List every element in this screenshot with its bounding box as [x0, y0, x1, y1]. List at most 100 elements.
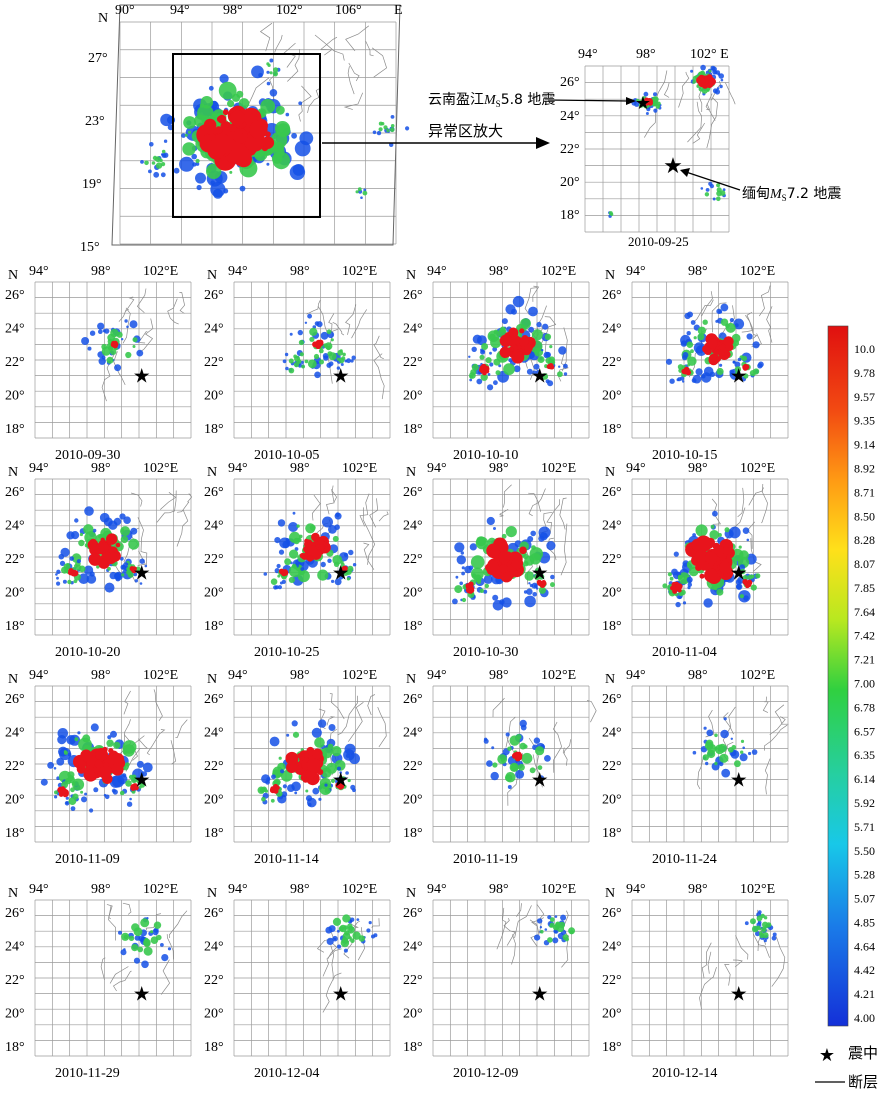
anomaly-pixel-low: [758, 361, 764, 368]
panel-lon-label: 102°E: [740, 461, 775, 476]
anomaly-pixel-low: [456, 555, 466, 565]
anomaly-pixel-low: [671, 568, 678, 576]
epicenter-star-icon: ★: [332, 984, 350, 1006]
anomaly-pixel-mid: [314, 737, 325, 748]
zoom-date-label: 2010-09-25: [628, 234, 689, 249]
anomaly-pixel-low: [483, 589, 488, 594]
map-panel: ★ N 94° 98° 102°E 26° 24° 22° 20° 18° 2010-10-10: [403, 264, 590, 463]
panel-lat-label: 22°: [204, 759, 224, 774]
anomaly-pixel-high: [519, 336, 529, 347]
fault-line: [552, 721, 562, 773]
anomaly-pixel-low: [736, 584, 742, 590]
anomaly-pixel-mid: [518, 763, 525, 771]
fault-line: [106, 904, 113, 920]
anomaly-pixel-low: [746, 538, 750, 542]
fault-line: [707, 951, 712, 974]
anomaly-pixel-mid: [326, 762, 338, 774]
anomaly-pixel-low: [141, 960, 149, 969]
panel-lat-label: 26°: [204, 288, 224, 303]
panel-lat-label: 26°: [602, 906, 622, 921]
panel-lat-label: 22°: [403, 759, 423, 774]
colorbar-tick-label: 5.50: [854, 844, 875, 858]
anomaly-pixel-low: [493, 527, 496, 530]
anomaly-pixel-low: [161, 954, 169, 962]
anomaly-pixel-low: [269, 736, 280, 747]
anomaly-pixel-low: [734, 323, 739, 328]
anomaly-pixel-low: [110, 730, 117, 738]
panel-lat-label: 18°: [403, 422, 423, 437]
anomaly-pixel-low: [719, 363, 723, 367]
anomaly-pixel-low: [489, 351, 492, 355]
anomaly-pixel-low: [360, 196, 363, 199]
anomaly-pixel-mid: [740, 750, 744, 754]
anomaly-pixel-mid: [757, 926, 761, 931]
anomaly-pixel-mid: [54, 790, 58, 795]
anomaly-pixel-mid: [71, 781, 76, 786]
fault-line: [693, 299, 714, 323]
anomaly-pixel-mid: [716, 183, 721, 188]
anomaly-pixel-low: [634, 101, 640, 107]
anomaly-pixel-mid: [535, 746, 545, 756]
anomaly-pixel-low: [743, 595, 749, 601]
anomaly-pixel-high: [683, 366, 690, 373]
map-panel: ★ N 94° 98° 102°E 26° 24° 22° 20° 18° 2010-12-14: [602, 882, 789, 1081]
anomaly-pixel-low: [714, 71, 718, 75]
anomaly-pixel-low: [328, 361, 334, 367]
fault-line: [536, 904, 545, 934]
anomaly-pixel-low: [692, 533, 696, 537]
anomaly-pixel-high: [108, 748, 114, 754]
colorbar-tick-label: 6.14: [854, 772, 875, 786]
anomaly-pixel-low: [196, 184, 202, 191]
anomaly-pixel-low: [291, 720, 298, 727]
anomaly-pixel-low: [64, 801, 70, 806]
anomaly-pixel-low: [331, 579, 335, 584]
anomaly-pixel-mid: [529, 767, 536, 774]
anomaly-pixel-low: [133, 572, 138, 577]
anomaly-pixel-mid: [761, 926, 767, 933]
anomaly-pixel-mid: [319, 777, 331, 790]
anomaly-pixel-mid: [500, 758, 505, 763]
map-panel: ★ N 94° 98° 102°E 26° 24° 22° 20° 18° 2010-09-30: [5, 264, 192, 463]
anomaly-pixel-low: [528, 306, 538, 317]
anomaly-pixel-low: [692, 750, 697, 755]
panel-lat-label: 24°: [204, 322, 224, 337]
anomaly-pixel-mid: [342, 914, 351, 923]
anomaly-pixel-high: [208, 133, 216, 141]
epicenter-star-icon: ★: [133, 366, 151, 388]
anomaly-pixel-low: [469, 543, 477, 551]
anomaly-pixel-mid: [70, 787, 75, 793]
anomaly-pixel-low: [709, 184, 715, 189]
anomaly-pixel-mid: [742, 575, 749, 581]
panel-date-label: 2010-11-24: [652, 852, 717, 867]
anomaly-pixel-mid: [61, 566, 69, 574]
panel-lon-label: 94°: [626, 264, 646, 279]
anomaly-pixel-mid: [143, 946, 153, 956]
anomaly-pixel-high: [111, 763, 124, 776]
anomaly-pixel-low: [472, 334, 482, 344]
anomaly-pixel-high: [708, 353, 720, 365]
anomaly-pixel-mid: [116, 331, 123, 338]
colorbar-tick-label: 4.21: [854, 987, 875, 1001]
anomaly-pixel-low: [758, 910, 762, 914]
anomaly-pixel-mid: [724, 527, 730, 533]
panel-lat-label: 22°: [5, 355, 25, 370]
fault-line: [348, 702, 364, 742]
anomaly-pixel-mid: [289, 549, 299, 559]
panel-lon-label: 94°: [228, 668, 248, 683]
anomaly-pixel-mid: [531, 545, 536, 550]
anomaly-pixel-low: [346, 358, 351, 364]
panel-lat-label: 18°: [602, 1040, 622, 1055]
anomaly-pixel-mid: [259, 787, 265, 793]
epicenter-star-icon: ★: [730, 770, 748, 792]
anomaly-pixel-low: [195, 172, 206, 184]
anomaly-pixel-mid: [698, 86, 704, 92]
overview-lat-label: 27°: [88, 51, 108, 66]
anomaly-pixel-low: [468, 355, 471, 358]
anomaly-pixel-low: [141, 771, 148, 777]
colorbar-tick-label: 4.42: [854, 963, 875, 977]
quake2-leader-head: [680, 168, 690, 177]
fault-line: [177, 493, 193, 513]
anomaly-pixel-mid: [720, 318, 729, 326]
panel-lon-label: 98°: [489, 461, 509, 476]
fault-line: [532, 754, 543, 788]
